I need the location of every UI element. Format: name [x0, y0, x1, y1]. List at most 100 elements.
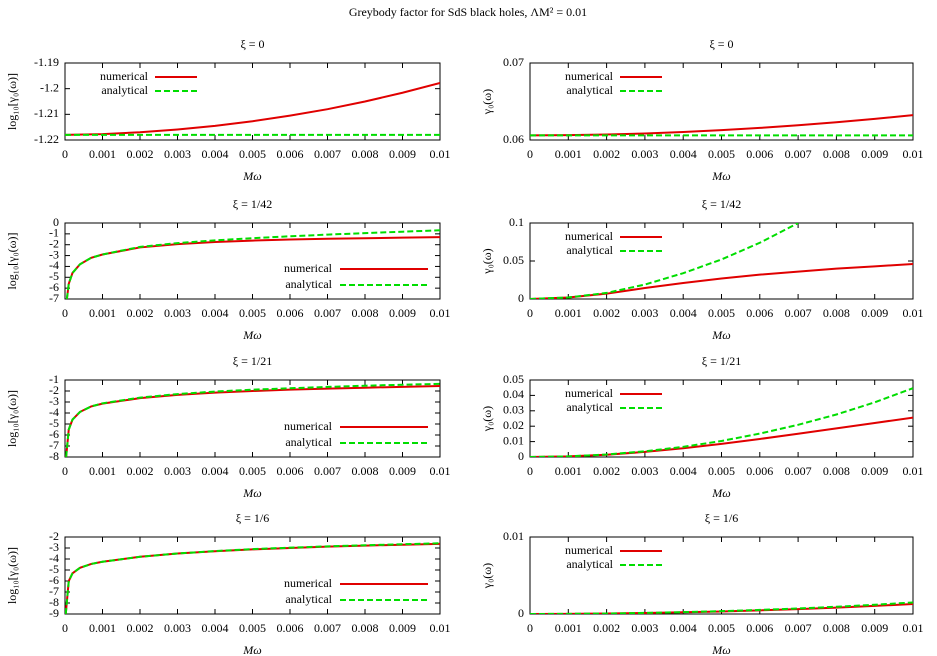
- plot-frame: [529, 536, 914, 615]
- series-line: [65, 82, 440, 136]
- plot-frame: [64, 379, 441, 458]
- x-tick-label: 0: [527, 621, 533, 635]
- y-axis-label: log₁₀[γ₀(ω)]: [5, 547, 19, 604]
- panel: ξ = 1/21 Mω log₁₀[γ₀(ω)] 0 0.001 0.002 0.003 0.…: [5, 354, 451, 500]
- x-tick-label: 0.01: [903, 621, 924, 635]
- x-tick-label: 0.006: [277, 306, 304, 320]
- plot-frame: [529, 62, 914, 141]
- x-tick-label: 0.01: [903, 306, 924, 320]
- x-tick-label: 0.009: [389, 306, 416, 320]
- x-tick-label: 0.003: [631, 464, 658, 478]
- plot-frame: [529, 222, 914, 300]
- y-axis-label: γ₀(ω): [480, 248, 494, 274]
- legend-label: analytical: [566, 400, 613, 414]
- y-tick-label: -2: [49, 529, 59, 543]
- x-tick-label: 0.005: [708, 147, 735, 161]
- x-tick-label: 0.001: [89, 147, 116, 161]
- y-tick-label: -7: [49, 584, 59, 598]
- x-tick-label: 0.001: [555, 464, 582, 478]
- x-tick-label: 0.005: [239, 464, 266, 478]
- y-axis-label: γ₀(ω): [480, 406, 494, 432]
- y-tick-label: 0.05: [503, 372, 524, 386]
- legend-label: numerical: [284, 576, 333, 590]
- y-tick-label: -6: [49, 573, 59, 587]
- x-tick-label: 0.01: [430, 147, 451, 161]
- x-axis-label: Mω: [711, 328, 730, 342]
- y-tick-label: -2: [49, 383, 59, 397]
- series-line: [530, 601, 913, 614]
- y-tick-label: 0.06: [503, 132, 524, 146]
- panel-title: ξ = 1/21: [233, 354, 272, 368]
- x-tick-label: 0: [62, 147, 68, 161]
- x-tick-label: 0.006: [277, 621, 304, 635]
- y-tick-label: 0.1: [509, 215, 524, 229]
- x-tick-label: 0.002: [593, 464, 620, 478]
- y-tick-label: -1.19: [34, 55, 59, 69]
- panel: ξ = 1/42 Mω γ₀(ω) 0 0.001 0.002 0.003 0.004 0.00…: [480, 197, 924, 342]
- x-tick-label: 0: [527, 306, 533, 320]
- x-axis-label: Mω: [711, 643, 730, 656]
- legend-label: numerical: [284, 261, 333, 275]
- x-tick-label: 0.007: [785, 464, 812, 478]
- panel-title: ξ = 1/21: [702, 354, 741, 368]
- y-tick-label: 0: [518, 291, 524, 305]
- panel-title: ξ = 1/42: [233, 197, 272, 211]
- legend-label: numerical: [565, 229, 614, 243]
- y-tick-label: -4: [49, 405, 59, 419]
- y-tick-label: -7: [49, 438, 59, 452]
- x-tick-label: 0.003: [631, 147, 658, 161]
- panel: ξ = 0 Mω log₁₀[γ₀(ω)] 0 0.001 0.002 0.003 0.004…: [5, 37, 451, 183]
- x-tick-label: 0.005: [708, 621, 735, 635]
- panel-title: ξ = 1/6: [236, 511, 269, 525]
- x-tick-label: 0.009: [861, 147, 888, 161]
- y-tick-label: -5: [49, 269, 59, 283]
- x-tick-label: 0.005: [239, 147, 266, 161]
- x-tick-label: 0.009: [861, 306, 888, 320]
- y-tick-label: 0.02: [503, 418, 524, 432]
- y-tick-label: -4: [49, 551, 59, 565]
- y-tick-label: -1.22: [34, 132, 59, 146]
- x-tick-label: 0.006: [277, 147, 304, 161]
- legend-label: analytical: [566, 557, 613, 571]
- x-tick-label: 0.002: [127, 306, 154, 320]
- series-line: [65, 229, 440, 299]
- x-tick-label: 0.004: [670, 306, 697, 320]
- x-tick-label: 0.002: [127, 147, 154, 161]
- y-tick-label: 0: [518, 606, 524, 620]
- x-tick-label: 0.009: [389, 621, 416, 635]
- x-tick-label: 0.001: [555, 306, 582, 320]
- series-line: [530, 263, 913, 299]
- x-tick-label: 0.007: [314, 621, 341, 635]
- x-tick-label: 0.003: [164, 147, 191, 161]
- x-tick-label: 0.006: [746, 147, 773, 161]
- y-tick-label: 0.01: [503, 433, 524, 447]
- plot-frame: [64, 62, 441, 141]
- y-tick-label: -3: [49, 247, 59, 261]
- x-tick-label: 0.002: [593, 306, 620, 320]
- legend-label: analytical: [285, 592, 332, 606]
- y-axis-label: log₁₀[γ₀(ω)]: [5, 232, 19, 289]
- plot-frame: [64, 536, 441, 615]
- x-tick-label: 0.002: [127, 464, 154, 478]
- x-tick-label: 0.004: [670, 147, 697, 161]
- x-tick-label: 0.009: [389, 464, 416, 478]
- x-tick-label: 0.001: [89, 464, 116, 478]
- y-tick-label: 0: [518, 449, 524, 463]
- y-axis-label: log₁₀[γ₀(ω)]: [5, 73, 19, 130]
- y-tick-label: -1: [49, 226, 59, 240]
- x-tick-label: 0.003: [164, 306, 191, 320]
- x-tick-label: 0.01: [430, 464, 451, 478]
- x-tick-label: 0.007: [785, 621, 812, 635]
- x-tick-label: 0: [527, 147, 533, 161]
- x-axis-label: Mω: [242, 328, 261, 342]
- y-tick-label: 0.01: [503, 529, 524, 543]
- x-tick-label: 0.008: [823, 621, 850, 635]
- y-tick-label: -5: [49, 416, 59, 430]
- series-line: [530, 387, 913, 457]
- y-tick-label: -8: [49, 449, 59, 463]
- legend-label: analytical: [566, 83, 613, 97]
- panel: ξ = 1/6 Mω γ₀(ω) 0 0.001 0.002 0.003 0.004 0.005…: [480, 511, 924, 656]
- x-tick-label: 0.005: [239, 306, 266, 320]
- y-tick-label: -4: [49, 258, 59, 272]
